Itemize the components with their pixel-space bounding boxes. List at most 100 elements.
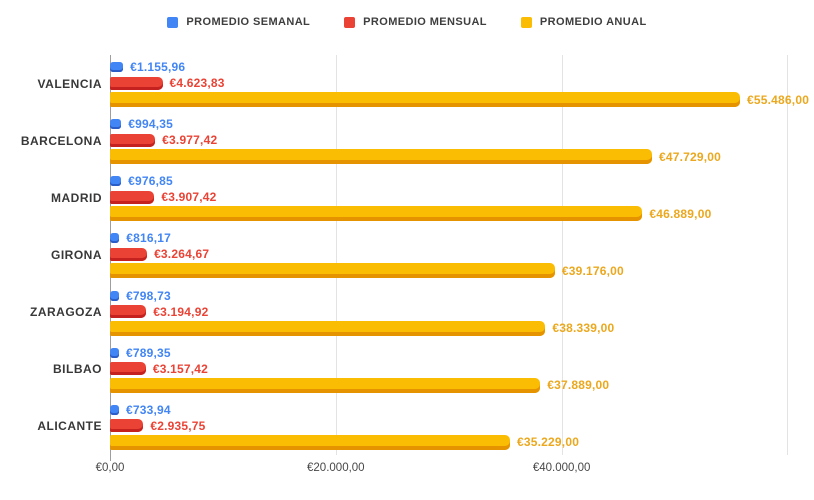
- category-row: ZARAGOZA €798,73 €3.194,92 €38.339,00: [0, 284, 814, 341]
- bar-value-label: €1.155,96: [130, 60, 186, 75]
- bar-value-label: €4.623,83: [169, 76, 225, 91]
- chart-legend: PROMEDIO SEMANAL PROMEDIO MENSUAL PROMED…: [0, 16, 814, 28]
- category-label: MADRID: [51, 190, 102, 205]
- category-bars: €733,94 €2.935,75 €35.229,00: [110, 403, 814, 450]
- bar-value-label: €733,94: [126, 402, 171, 417]
- category-bars: €1.155,96 €4.623,83 €55.486,00: [110, 60, 814, 108]
- bar-line: €798,73: [110, 289, 814, 303]
- legend-swatch-icon: [344, 16, 356, 28]
- bar-line: €1.155,96: [110, 60, 814, 74]
- legend-item: PROMEDIO ANUAL: [520, 16, 647, 28]
- bar-promedio-mensual[interactable]: [110, 190, 155, 204]
- bar-line: €3.194,92: [110, 305, 814, 319]
- bar-value-label: €39.176,00: [561, 263, 624, 278]
- bar-promedio-semanal[interactable]: [110, 233, 120, 244]
- bar-promedio-anual[interactable]: [110, 206, 643, 222]
- bar-value-label: €55.486,00: [747, 92, 810, 107]
- category-label: ZARAGOZA: [30, 305, 102, 320]
- bar-line: €37.889,00: [110, 377, 814, 393]
- bar-promedio-semanal[interactable]: [110, 347, 119, 358]
- category-label: GIRONA: [51, 247, 102, 262]
- category-label: BARCELONA: [20, 133, 102, 148]
- bar-value-label: €976,85: [128, 174, 173, 189]
- bar-line: €3.907,42: [110, 190, 814, 204]
- legend-label: PROMEDIO ANUAL: [539, 16, 647, 28]
- bar-value-label: €994,35: [128, 117, 174, 132]
- bar-line: €789,35: [110, 346, 814, 360]
- bar-promedio-mensual[interactable]: [110, 305, 147, 319]
- x-axis: €0,00 €20.000,00 €40.000,00: [96, 462, 810, 482]
- bar-promedio-semanal[interactable]: [110, 290, 120, 301]
- bar-promedio-mensual[interactable]: [110, 247, 148, 261]
- category-bars: €798,73 €3.194,92 €38.339,00: [110, 289, 814, 336]
- bar-line: €816,17: [110, 231, 814, 245]
- category-label: ALICANTE: [37, 419, 102, 434]
- legend-label: PROMEDIO MENSUAL: [363, 16, 487, 28]
- legend-swatch-icon: [167, 16, 179, 28]
- bar-promedio-semanal[interactable]: [110, 176, 122, 187]
- bar-promedio-semanal[interactable]: [110, 62, 124, 73]
- category-bars: €789,35 €3.157,42 €37.889,00: [110, 346, 814, 393]
- bar-value-label: €2.935,75: [150, 418, 206, 433]
- bar-value-label: €35.229,00: [517, 435, 580, 450]
- bar-promedio-mensual[interactable]: [110, 133, 156, 147]
- bar-line: €733,94: [110, 403, 814, 417]
- bar-promedio-mensual[interactable]: [110, 362, 146, 376]
- category-row: ALICANTE €733,94 €2.935,75 €35.229,00: [0, 398, 814, 455]
- chart-rows: VALENCIA €1.155,96 €4.623,83 €55.486,00 BA…: [0, 55, 814, 455]
- x-tick-label: €40.000,00: [532, 462, 591, 474]
- bar-line: €976,85: [110, 174, 814, 188]
- bar-promedio-semanal[interactable]: [110, 404, 119, 415]
- category-row: VALENCIA €1.155,96 €4.623,83 €55.486,00: [0, 55, 814, 112]
- bar-value-label: €3.194,92: [153, 304, 209, 319]
- bar-value-label: €3.907,42: [161, 190, 217, 205]
- category-row: BARCELONA €994,35 €3.977,42 €47.729,00: [0, 112, 814, 169]
- category-bars: €994,35 €3.977,42 €47.729,00: [110, 117, 814, 165]
- category-row: GIRONA €816,17 €3.264,67 €39.176,00: [0, 226, 814, 283]
- bar-value-label: €38.339,00: [552, 321, 615, 336]
- bar-line: €46.889,00: [110, 206, 814, 222]
- bar-value-label: €789,35: [126, 345, 171, 360]
- legend-swatch-icon: [520, 16, 532, 28]
- bar-value-label: €798,73: [126, 288, 171, 303]
- bar-promedio-semanal[interactable]: [110, 119, 122, 130]
- bar-line: €4.623,83: [110, 76, 814, 90]
- category-bars: €816,17 €3.264,67 €39.176,00: [110, 231, 814, 279]
- bar-promedio-anual[interactable]: [110, 377, 541, 393]
- bar-promedio-mensual[interactable]: [110, 419, 144, 433]
- bar-value-label: €816,17: [126, 231, 172, 246]
- bar-line: €3.264,67: [110, 247, 814, 261]
- x-tick-label: €20.000,00: [307, 462, 365, 474]
- category-label: BILBAO: [53, 362, 102, 377]
- bar-line: €55.486,00: [110, 92, 814, 108]
- bar-line: €3.977,42: [110, 133, 814, 147]
- bar-line: €39.176,00: [110, 263, 814, 279]
- category-row: BILBAO €789,35 €3.157,42 €37.889,00: [0, 341, 814, 398]
- bar-line: €3.157,42: [110, 362, 814, 376]
- bar-value-label: €46.889,00: [649, 206, 712, 221]
- gridline: [787, 55, 789, 455]
- gridline: [335, 55, 337, 455]
- bar-promedio-anual[interactable]: [110, 263, 555, 279]
- bar-value-label: €3.977,42: [162, 133, 218, 148]
- category-row: MADRID €976,85 €3.907,42 €46.889,00: [0, 169, 814, 226]
- bar-line: €994,35: [110, 117, 814, 131]
- bar-promedio-anual[interactable]: [110, 320, 546, 336]
- bar-line: €38.339,00: [110, 320, 814, 336]
- bar-value-label: €3.264,67: [154, 247, 210, 262]
- x-tick-label: €0,00: [95, 462, 125, 474]
- bar-promedio-anual[interactable]: [110, 434, 511, 450]
- bar-line: €47.729,00: [110, 149, 814, 165]
- bar-promedio-anual[interactable]: [110, 92, 741, 108]
- category-bars: €976,85 €3.907,42 €46.889,00: [110, 174, 814, 222]
- legend-item: PROMEDIO MENSUAL: [344, 16, 487, 28]
- category-label: VALENCIA: [37, 76, 102, 91]
- legend-item: PROMEDIO SEMANAL: [167, 16, 310, 28]
- gridline: [561, 55, 563, 455]
- bar-promedio-mensual[interactable]: [110, 76, 163, 90]
- bar-value-label: €37.889,00: [547, 378, 610, 393]
- bar-value-label: €3.157,42: [152, 361, 209, 376]
- bar-promedio-anual[interactable]: [110, 149, 652, 165]
- bar-value-label: €47.729,00: [658, 149, 722, 164]
